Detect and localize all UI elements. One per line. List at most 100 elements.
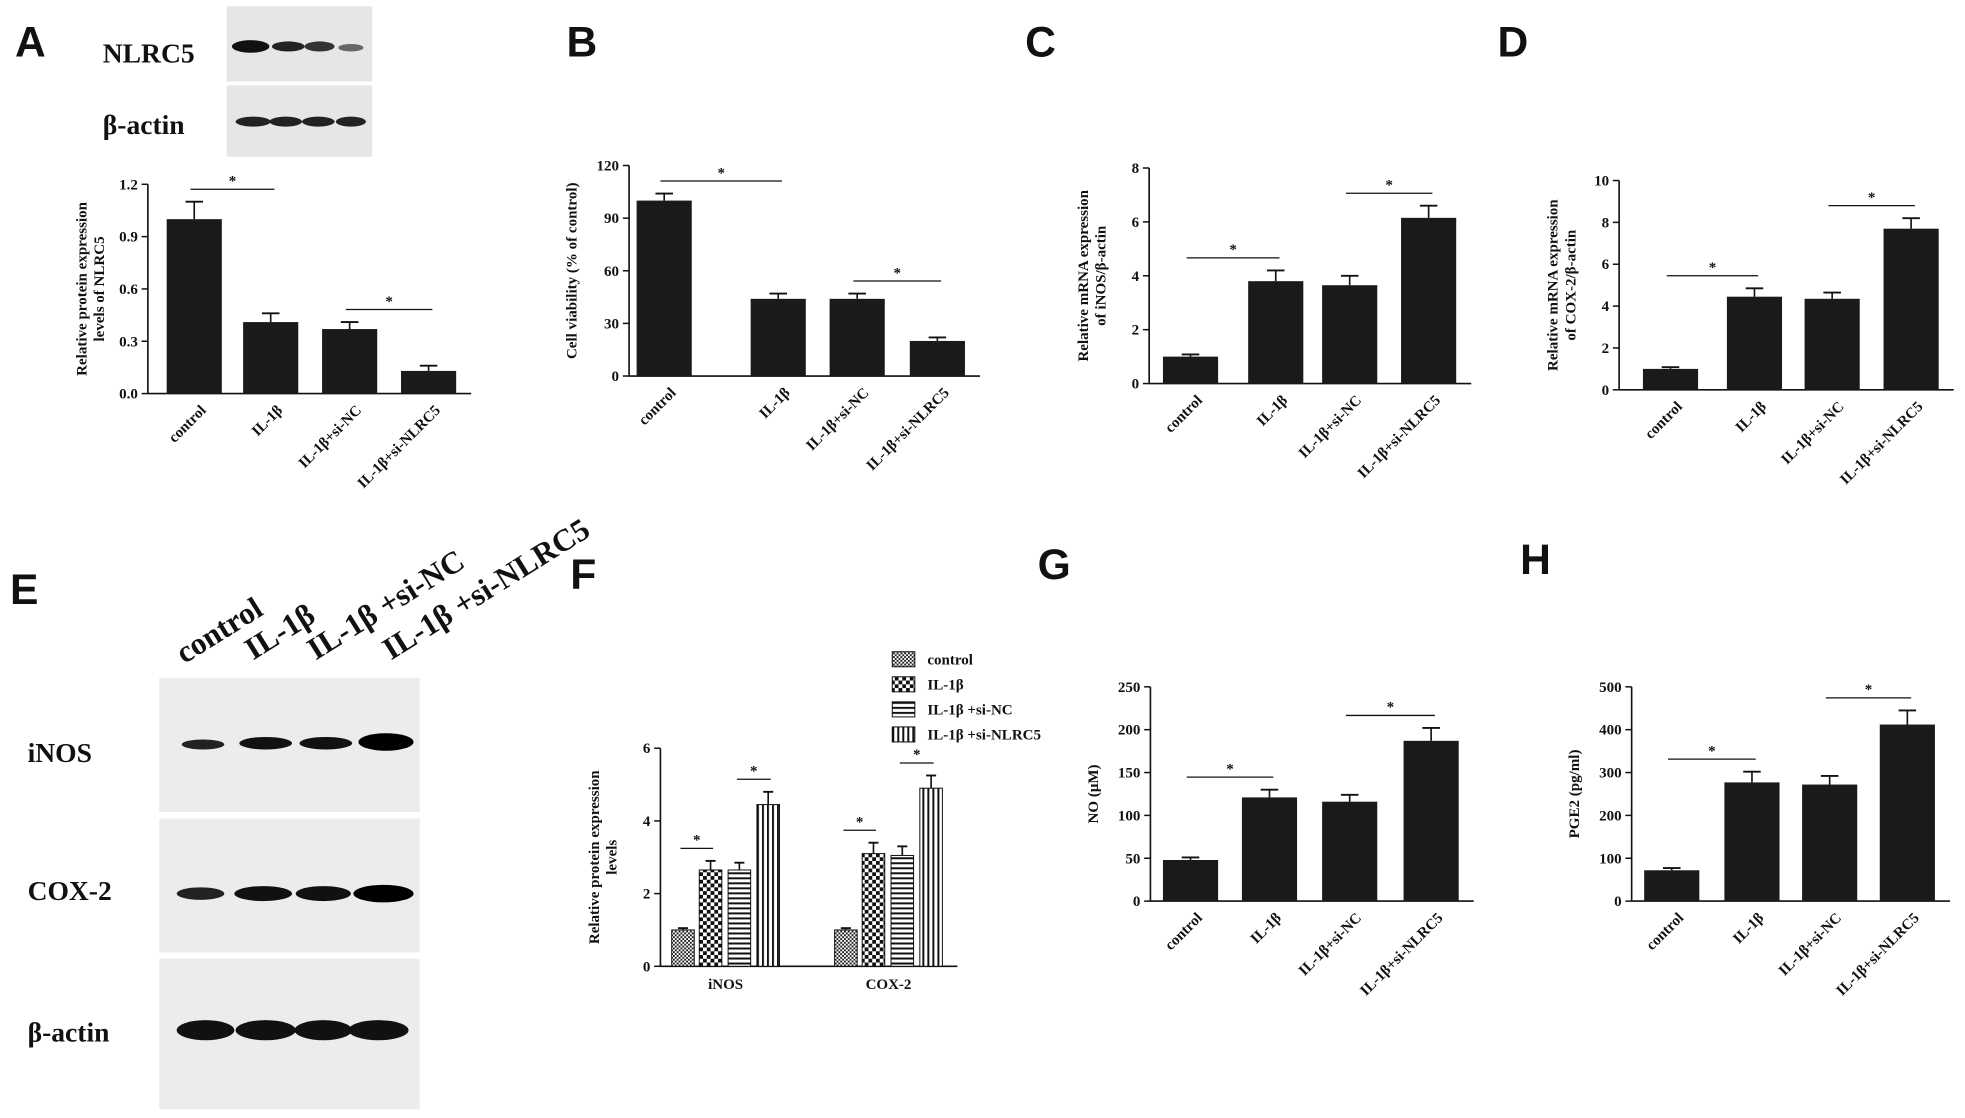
- bar: [1802, 784, 1858, 902]
- significance-label: *: [693, 833, 701, 849]
- x-tick-label: IL-1β: [1254, 393, 1291, 430]
- y-axis-label: Cell viability (% of control): [564, 182, 580, 359]
- bar: [750, 298, 806, 377]
- x-tick-label: IL-1β: [249, 403, 286, 440]
- significance-label: *: [717, 165, 725, 181]
- y-tick-label: 1.2: [119, 177, 138, 193]
- bar: [756, 804, 780, 967]
- bar: [671, 929, 695, 967]
- panel: D 0 2 4 6 8 10 Relative mRNA expression of COX-2…: [1498, 18, 1954, 488]
- bar: [1724, 782, 1780, 902]
- panel: B 0 30 60 90 120 Cell viability (% of control)…: [564, 18, 980, 474]
- panel: H 0 100 200 300 400 500 PGE2 (pg/ml) control IL-1…: [1520, 536, 1950, 999]
- x-tick-label: IL-1β+si-NLRC5: [864, 385, 953, 474]
- significance-label: *: [1709, 260, 1717, 276]
- y-tick-label: 100: [1599, 851, 1622, 867]
- bar: [1162, 859, 1219, 902]
- bar: [1403, 740, 1459, 902]
- bar: [322, 329, 378, 394]
- bar: [861, 853, 886, 967]
- bar: [890, 854, 915, 967]
- band: [234, 886, 292, 902]
- x-tick-label: control: [166, 403, 210, 447]
- x-tick-label: IL-1β: [1730, 910, 1767, 947]
- panel-letter: H: [1520, 536, 1551, 584]
- significance-label: *: [385, 294, 393, 310]
- significance-label: *: [1229, 242, 1237, 258]
- band: [353, 884, 414, 903]
- x-tick-label: iNOS: [708, 977, 743, 993]
- x-tick-label: IL-1β+si-NC: [1296, 910, 1365, 979]
- y-tick-label: 30: [604, 316, 619, 332]
- y-axis-label: NO (μM): [1086, 764, 1102, 823]
- x-tick-label: IL-1β+si-NC: [1779, 399, 1848, 468]
- y-axis-label: Relative mRNA expression: [1076, 189, 1092, 361]
- x-tick-label: control: [1644, 910, 1688, 954]
- band: [335, 116, 366, 127]
- y-tick-label: 10: [1594, 174, 1609, 190]
- band: [299, 736, 353, 750]
- blot-row-label: iNOS: [28, 737, 92, 768]
- y-tick-label: 400: [1599, 723, 1622, 739]
- bar: [1644, 870, 1700, 902]
- bar: [1726, 296, 1783, 390]
- y-tick-label: 4: [1132, 269, 1140, 285]
- y-tick-label: 0: [612, 369, 620, 385]
- x-tick-label: IL-1β+si-NLRC5: [1834, 910, 1923, 999]
- blot-e: iNOS COX-2 β-actin control IL-1β IL-1β +…: [10, 511, 596, 1110]
- bar: [1248, 281, 1304, 384]
- y-axis-label: levels: [605, 840, 621, 875]
- blot-row-label: COX-2: [28, 875, 112, 906]
- x-tick-label: IL-1β+si-NLRC5: [355, 403, 444, 492]
- bar: [243, 322, 299, 394]
- legend-label: IL-1β +si-NLRC5: [927, 727, 1041, 743]
- x-tick-label: IL-1β: [1733, 399, 1770, 436]
- y-tick-label: 8: [1132, 161, 1140, 177]
- band: [338, 43, 364, 52]
- x-tick-label: IL-1β+si-NC: [1776, 910, 1845, 979]
- y-tick-label: 300: [1599, 766, 1622, 782]
- x-tick-label: IL-1β+si-NLRC5: [1837, 399, 1926, 488]
- legend-swatch: [891, 651, 916, 668]
- x-tick-label: control: [636, 385, 680, 429]
- x-tick-label: IL-1β+si-NC: [804, 385, 873, 454]
- bar: [1241, 797, 1298, 902]
- band: [271, 41, 305, 52]
- y-tick-label: 2: [1602, 341, 1610, 357]
- x-tick-label: control: [1162, 910, 1206, 954]
- band: [294, 1020, 353, 1041]
- significance-label: *: [856, 814, 864, 830]
- band: [235, 1020, 296, 1041]
- x-tick-label: IL-1β+si-NC: [1296, 393, 1365, 462]
- band: [302, 116, 335, 127]
- panel-letter: E: [10, 566, 38, 614]
- panel-letter: F: [570, 551, 596, 599]
- y-axis-label: Relative protein expression: [74, 201, 90, 375]
- x-tick-label: IL-1β: [757, 385, 794, 422]
- significance-label: *: [1865, 682, 1873, 698]
- blot-row-label: β-actin: [103, 109, 185, 140]
- legend-swatch: [891, 701, 916, 718]
- y-tick-label: 8: [1602, 215, 1610, 231]
- band: [235, 116, 271, 127]
- y-tick-label: 4: [1602, 299, 1610, 315]
- y-axis-label: of COX-2/β-actin: [1563, 229, 1579, 341]
- y-tick-label: 0.6: [119, 282, 138, 298]
- significance-label: *: [1385, 177, 1393, 193]
- y-tick-label: 120: [597, 159, 620, 175]
- bar: [1879, 724, 1935, 902]
- panel-letter: G: [1038, 541, 1071, 589]
- y-tick-label: 2: [1132, 323, 1140, 339]
- x-tick-label: IL-1β+si-NC: [296, 403, 365, 472]
- bar: [1322, 285, 1378, 384]
- bar: [1883, 228, 1939, 390]
- y-tick-label: 60: [604, 264, 619, 280]
- bar: [909, 340, 965, 377]
- band: [181, 739, 225, 750]
- band: [304, 41, 335, 52]
- bar: [1162, 356, 1219, 384]
- bar: [1804, 298, 1860, 390]
- y-tick-label: 0: [1132, 377, 1140, 393]
- y-tick-label: 2: [643, 887, 651, 903]
